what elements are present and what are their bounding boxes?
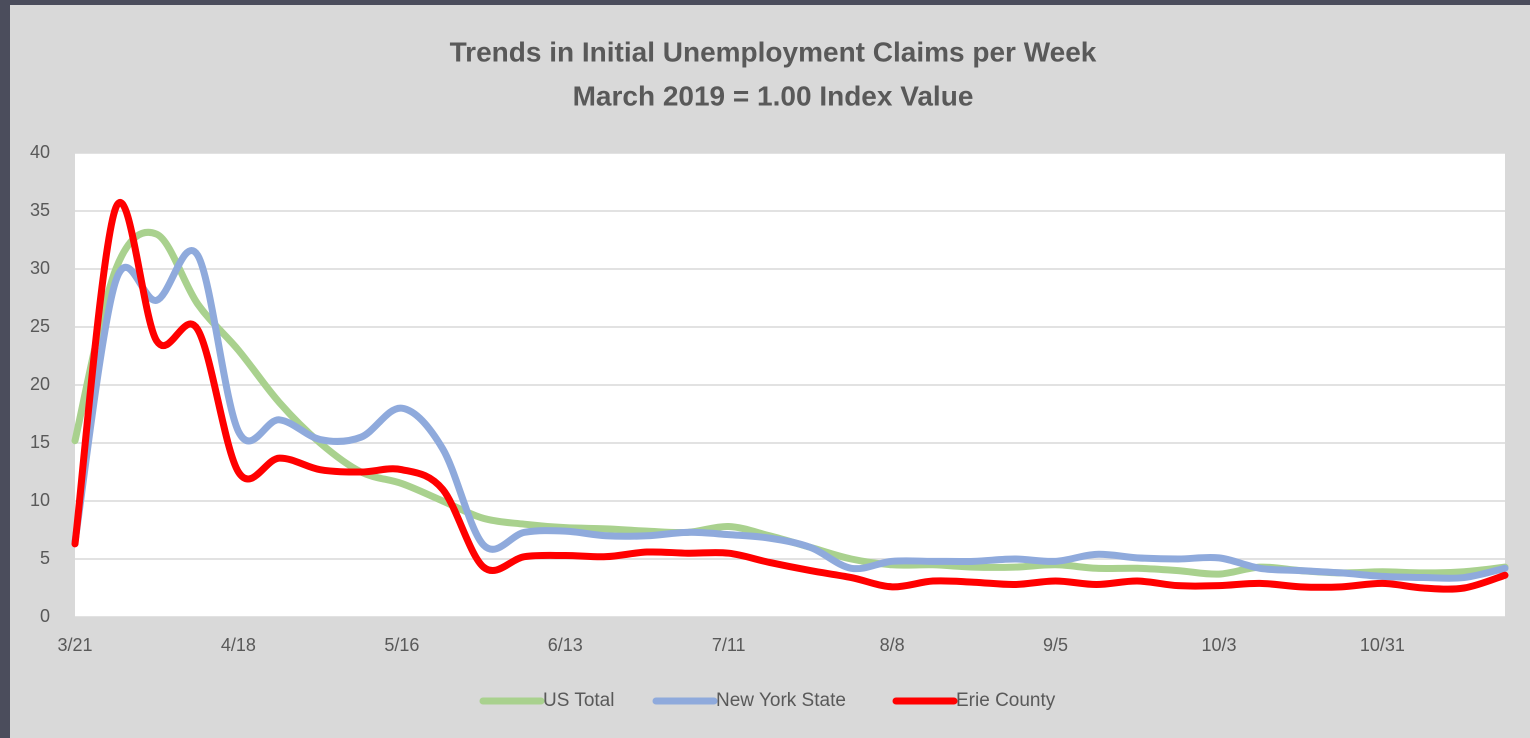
chart-subtitle: March 2019 = 1.00 Index Value	[573, 80, 974, 111]
y-tick-label: 10	[30, 490, 50, 510]
x-tick-label: 10/31	[1360, 635, 1405, 655]
legend-label: Erie County	[956, 690, 1056, 711]
legend-label: New York State	[716, 690, 846, 711]
legend-label: US Total	[543, 690, 614, 711]
y-tick-label: 5	[40, 548, 50, 568]
x-tick-label: 9/5	[1043, 635, 1068, 655]
x-tick-label: 4/18	[221, 635, 256, 655]
x-tick-label: 6/13	[548, 635, 583, 655]
x-tick-label: 8/8	[880, 635, 905, 655]
series-line	[71, 199, 1509, 593]
y-tick-label: 25	[30, 316, 50, 336]
y-tick-label: 40	[30, 142, 50, 162]
y-tick-label: 20	[30, 374, 50, 394]
y-tick-label: 15	[30, 432, 50, 452]
x-tick-label: 5/16	[384, 635, 419, 655]
x-tick-label: 10/3	[1201, 635, 1236, 655]
y-tick-label: 30	[30, 258, 50, 278]
chart-title: Trends in Initial Unemployment Claims pe…	[450, 36, 1097, 67]
y-tick-label: 0	[40, 606, 50, 626]
y-tick-label: 35	[30, 200, 50, 220]
x-tick-label: 7/11	[712, 635, 746, 655]
series-line	[71, 247, 1509, 582]
x-tick-label: 3/21	[57, 635, 92, 655]
